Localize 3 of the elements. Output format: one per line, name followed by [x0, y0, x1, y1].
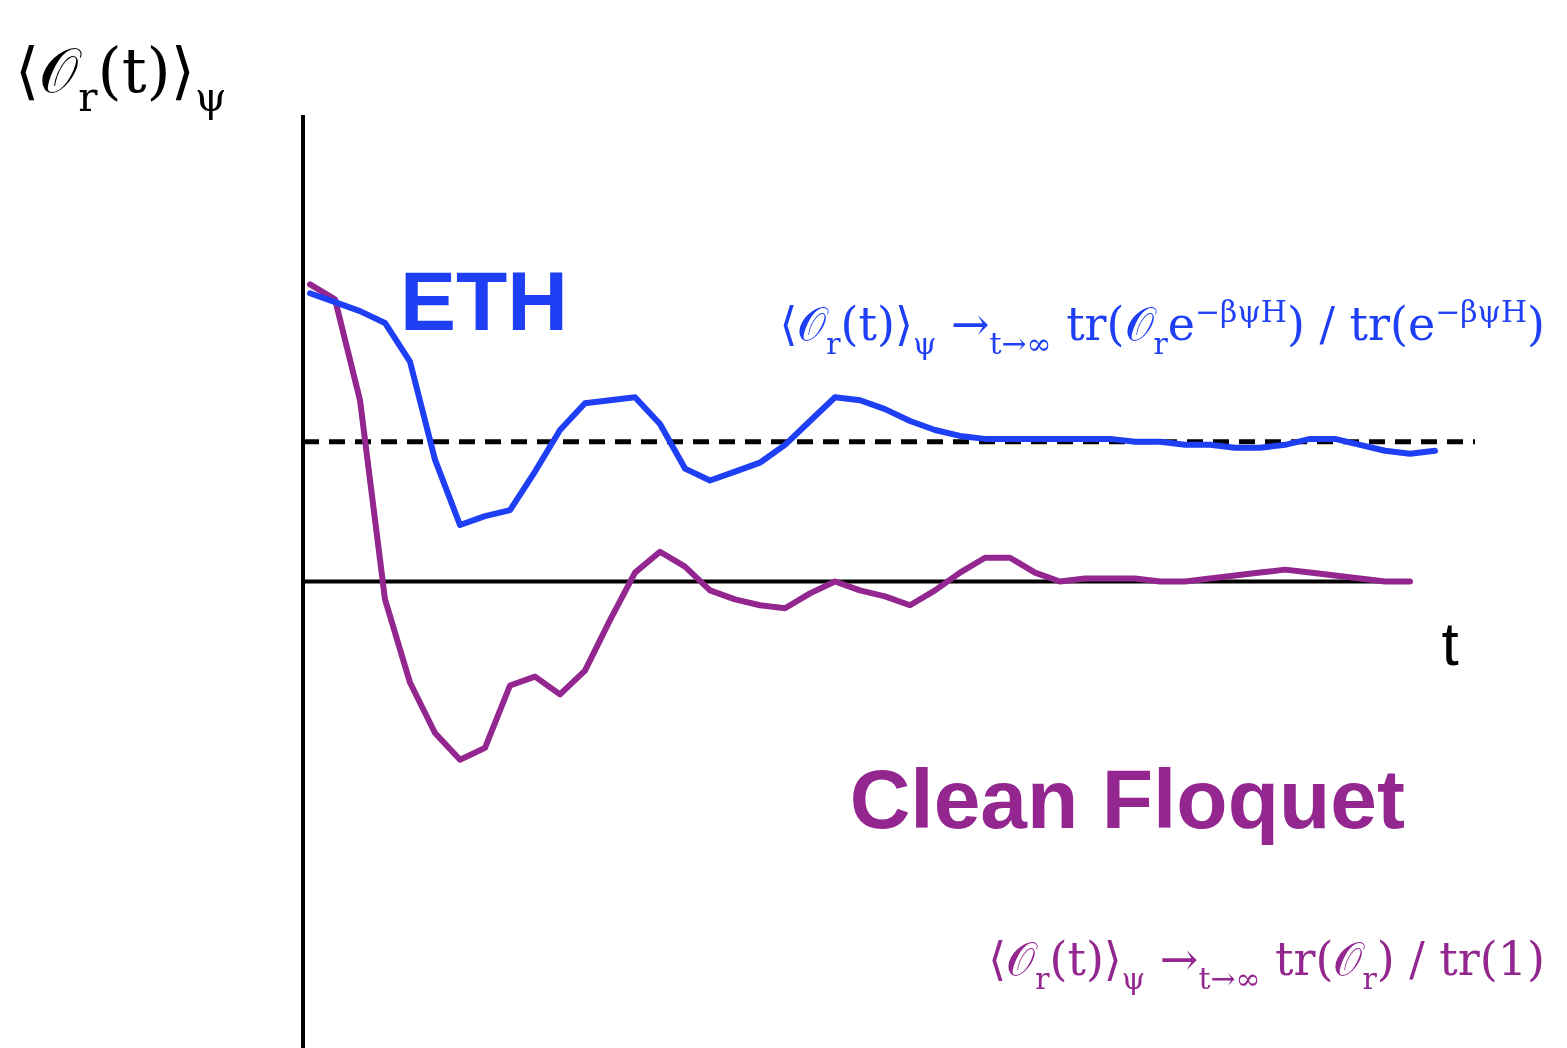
series-label: ETH — [400, 254, 568, 348]
x-axis-title: t — [1441, 609, 1459, 678]
series-label: Clean Floquet — [849, 752, 1405, 846]
